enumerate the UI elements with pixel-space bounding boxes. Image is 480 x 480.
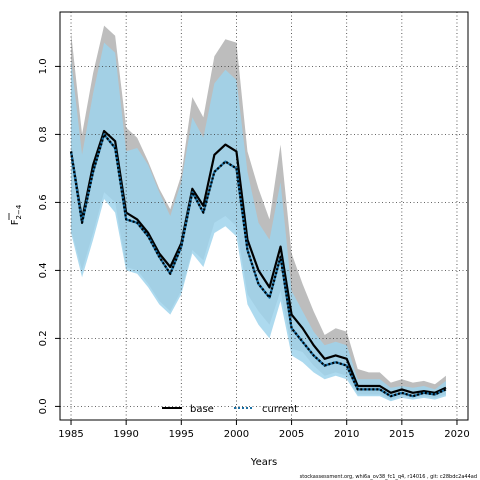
x-axis: 1985 1990 1995 2000 2005 2010 2015 2020	[58, 420, 470, 440]
x-tick-label-2015: 2015	[389, 429, 414, 440]
y-tick-label-0: 0.0	[38, 398, 49, 414]
y-axis-title: F2−4	[8, 204, 23, 225]
y-tick-label-3: 0.6	[38, 194, 49, 210]
x-tick-label-2000: 2000	[224, 429, 249, 440]
y-tick-label-5: 1.0	[38, 58, 49, 74]
y-axis-title-main: F	[10, 219, 21, 225]
series-line-base	[69, 129, 447, 394]
svg-text:F2−4: F2−4	[10, 204, 23, 225]
legend-label-base: base	[190, 404, 214, 415]
series-lines	[69, 129, 447, 398]
x-tick-label-2020: 2020	[444, 429, 469, 440]
y-tick-label-2: 0.4	[38, 262, 49, 278]
band-current	[71, 42, 446, 402]
legend-label-current: current	[262, 404, 298, 415]
x-tick-label-1990: 1990	[113, 429, 138, 440]
x-tick-label-1985: 1985	[58, 429, 83, 440]
confidence-bands	[71, 25, 446, 402]
plot-frame	[59, 11, 469, 421]
legend: base current	[162, 404, 298, 415]
footer-credit: stockassessment.org, whi6a_ov38_fc1_q4, …	[300, 474, 477, 480]
x-axis-title: Years	[250, 457, 277, 468]
x-tick-label-1995: 1995	[169, 429, 194, 440]
y-axis: 0.0 0.2 0.4 0.6 0.8 1.0	[38, 58, 60, 414]
series-line-current-dash	[69, 133, 447, 398]
x-tick-label-2010: 2010	[334, 429, 359, 440]
y-tick-label-4: 0.8	[38, 126, 49, 142]
y-tick-label-1: 0.2	[38, 330, 49, 346]
y-axis-title-sub: 2−4	[15, 204, 23, 219]
x-tick-label-2005: 2005	[279, 429, 304, 440]
